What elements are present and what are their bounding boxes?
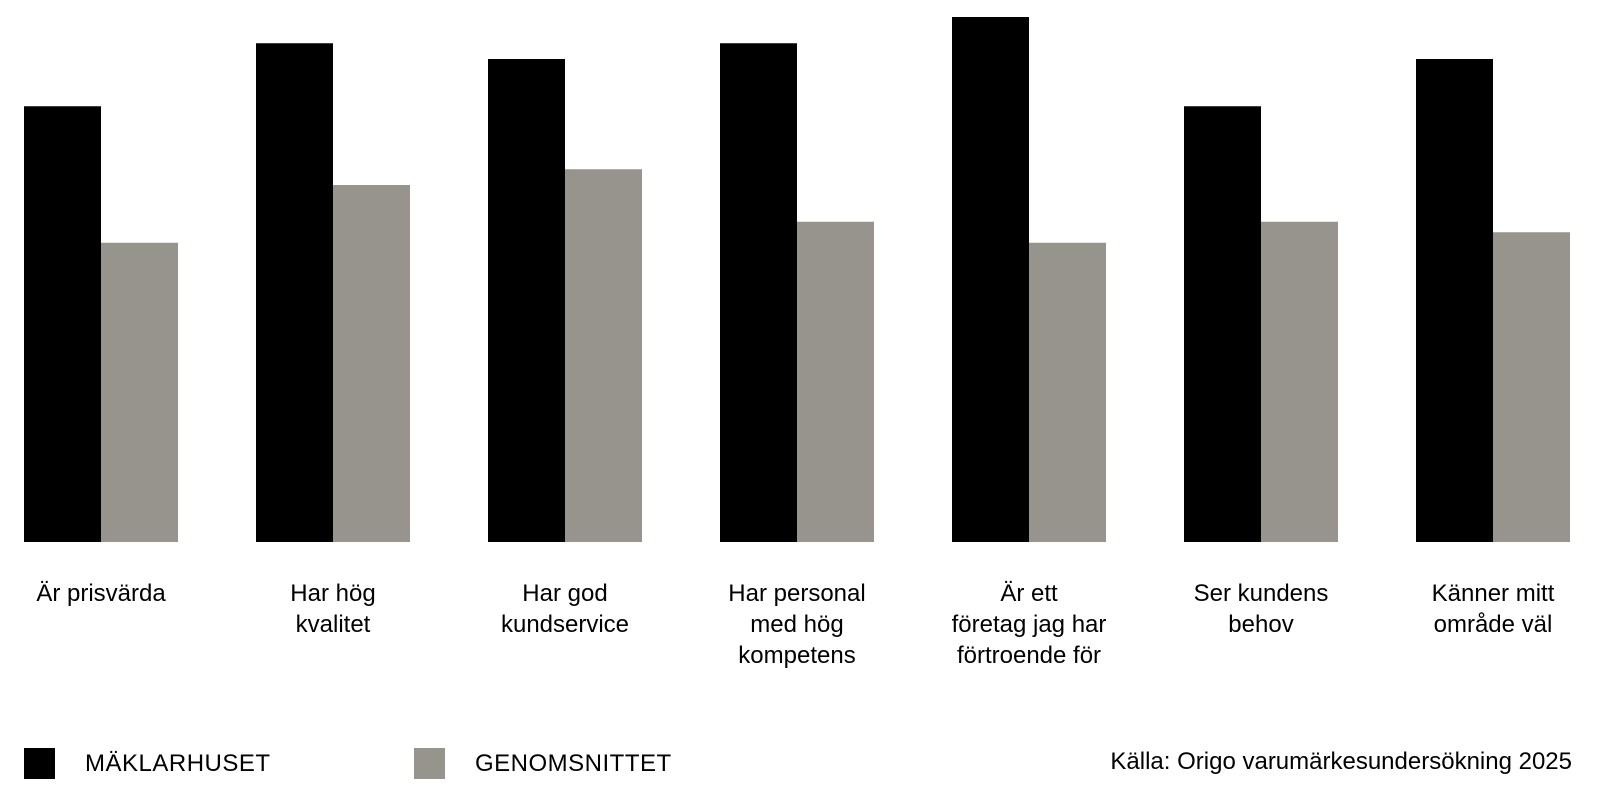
bar-mäklarhuset-5 <box>952 17 1029 542</box>
category-label-2: Har hög kvalitet <box>290 580 376 638</box>
bar-mäklarhuset-7 <box>1416 59 1493 542</box>
bar-chart <box>24 17 1570 542</box>
category-label-7: Känner mitt område väl <box>1431 580 1555 638</box>
bar-mäklarhuset-2 <box>256 43 333 542</box>
category-label-1: Är prisvärda <box>36 580 166 607</box>
bar-genomsnittet-1 <box>101 242 178 542</box>
legend-swatch-genomsnittet <box>414 748 445 779</box>
bar-genomsnittet-2 <box>333 185 410 542</box>
bar-genomsnittet-3 <box>565 169 642 542</box>
bar-genomsnittet-4 <box>797 221 874 542</box>
bar-mäklarhuset-6 <box>1184 106 1261 542</box>
legend-swatch-maklarhuset <box>24 748 55 779</box>
category-label-6: Ser kundens behov <box>1193 580 1329 638</box>
legend-item-maklarhuset: MÄKLARHUSET <box>24 748 271 779</box>
bar-mäklarhuset-1 <box>24 106 101 542</box>
bar-genomsnittet-6 <box>1261 221 1338 542</box>
legend-item-genomsnittet: GENOMSNITTET <box>414 748 672 779</box>
category-label-4: Har personal med hög kompetens <box>728 580 866 669</box>
bar-mäklarhuset-3 <box>488 59 565 542</box>
bar-genomsnittet-5 <box>1029 242 1106 542</box>
category-label-5: Är ett företag jag har förtroende för <box>951 580 1107 669</box>
legend-label-maklarhuset: MÄKLARHUSET <box>85 749 271 777</box>
bar-mäklarhuset-4 <box>720 43 797 542</box>
source-note: Källa: Origo varumärkesundersökning 2025 <box>1110 748 1572 775</box>
legend-label-genomsnittet: GENOMSNITTET <box>475 749 672 777</box>
category-label-3: Har god kundservice <box>500 580 630 638</box>
bar-genomsnittet-7 <box>1493 232 1570 542</box>
